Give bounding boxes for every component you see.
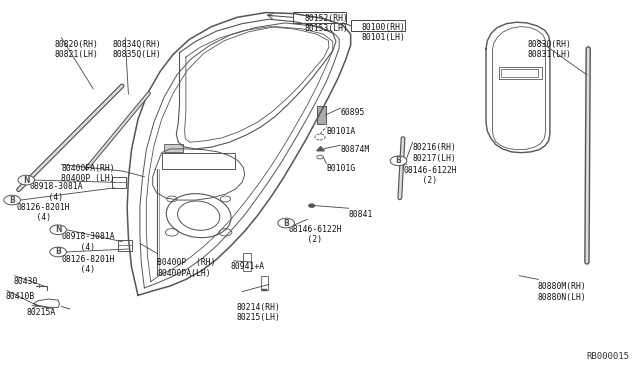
Bar [317, 106, 326, 124]
Text: 80214(RH)
80215(LH): 80214(RH) 80215(LH) [237, 303, 281, 322]
Text: 80400FA(RH)
80400P (LH): 80400FA(RH) 80400P (LH) [61, 164, 115, 183]
Bar [293, 12, 346, 23]
Text: B0400P  (RH)
80400PA(LH): B0400P (RH) 80400PA(LH) [157, 258, 216, 278]
Bar [262, 289, 267, 291]
Text: N: N [23, 176, 29, 185]
Bar [501, 69, 538, 77]
Text: B: B [55, 247, 61, 256]
Text: 80152(RH)
80153(LH): 80152(RH) 80153(LH) [304, 14, 348, 33]
Text: B: B [284, 219, 289, 228]
Text: 80880M(RH)
80880N(LH): 80880M(RH) 80880N(LH) [537, 282, 586, 302]
Text: B: B [396, 156, 401, 165]
Text: 80830(RH)
80831(LH): 80830(RH) 80831(LH) [527, 39, 572, 59]
Text: B: B [10, 196, 15, 205]
Circle shape [50, 247, 67, 257]
Bar [164, 144, 182, 152]
Text: 80834Q(RH)
80835Q(LH): 80834Q(RH) 80835Q(LH) [113, 39, 161, 59]
Text: 80820(RH)
80821(LH): 80820(RH) 80821(LH) [55, 39, 99, 59]
Text: 08126-8201H
    (4): 08126-8201H (4) [17, 203, 70, 222]
Text: 80410B: 80410B [5, 292, 35, 301]
Text: B0101G: B0101G [326, 164, 356, 173]
Polygon shape [317, 147, 324, 151]
Text: 08918-3081A
    (4): 08918-3081A (4) [61, 232, 115, 252]
Text: 80430: 80430 [13, 277, 38, 286]
Text: N: N [55, 225, 61, 234]
Circle shape [308, 204, 315, 208]
Text: 80100(RH)
80101(LH): 80100(RH) 80101(LH) [362, 23, 405, 42]
Text: 80874M: 80874M [340, 145, 370, 154]
Text: B0101A: B0101A [326, 127, 356, 136]
Text: RB000015: RB000015 [587, 352, 630, 361]
Circle shape [18, 175, 35, 185]
Circle shape [50, 225, 67, 235]
Circle shape [390, 156, 407, 166]
Text: 08146-6122H
    (2): 08146-6122H (2) [403, 166, 457, 185]
Bar [260, 276, 268, 290]
Text: 80941+A: 80941+A [230, 262, 265, 271]
Circle shape [278, 218, 294, 228]
Text: 08918-3081A
    (4): 08918-3081A (4) [29, 182, 83, 202]
Bar [243, 253, 251, 271]
Bar [351, 20, 405, 31]
Text: 80216(RH)
80217(LH): 80216(RH) 80217(LH) [413, 143, 456, 163]
Text: 08146-6122H
    (2): 08146-6122H (2) [288, 225, 342, 244]
Text: 80215A: 80215A [26, 308, 56, 317]
Circle shape [4, 195, 20, 205]
Text: 60895: 60895 [340, 108, 365, 117]
Bar [162, 153, 235, 169]
Text: 80841: 80841 [349, 210, 373, 219]
Text: 08126-8201H
    (4): 08126-8201H (4) [61, 254, 115, 274]
